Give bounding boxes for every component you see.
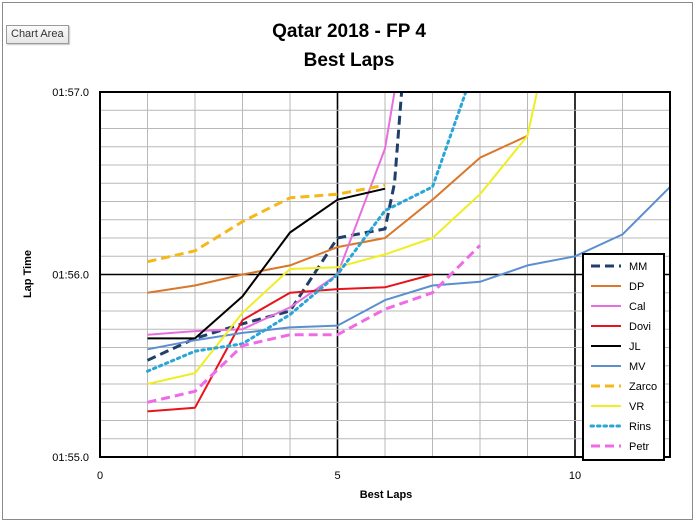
legend-label-vr: VR [629,401,644,413]
y-axis-title: Lap Time [22,250,34,298]
series-line-dp [147,134,528,294]
legend-label-mm: MM [629,261,647,273]
legend-label-rins: Rins [629,421,652,433]
series-line-rins [146,92,468,373]
chart-title: Qatar 2018 - FP 4 [272,21,426,42]
series-line-petr [147,244,482,404]
x-tick-label: 0 [97,470,103,482]
legend-label-zarco: Zarco [629,381,657,393]
series-line-zarco [147,183,386,264]
series-line-mm [146,92,404,362]
legend: MM DP Cal Dovi JL MV Zarco VR Rins Petr [582,253,665,461]
legend-label-dovi: Dovi [629,321,651,333]
series-line-dovi [147,273,433,413]
plot-area-border [99,91,671,458]
y-tick-label: 01:55.0 [52,452,89,464]
chart-area-tooltip: Chart Area [6,25,69,44]
series-line-jl [147,187,386,340]
legend-box [582,253,665,461]
series-line-cal [147,92,396,336]
series-line-vr [147,92,538,385]
x-axis-title: Best Laps [360,489,413,501]
tick-labels: 0 5 10 01:55.0 01:56.0 01:57.0 [52,87,581,482]
chart-subtitle: Best Laps [304,50,395,71]
legend-label-petr: Petr [629,441,650,453]
y-tick-label: 01:57.0 [52,87,89,99]
legend-label-jl: JL [629,341,641,353]
x-tick-label: 5 [334,470,340,482]
legend-label-cal: Cal [629,301,646,313]
series-lines [146,92,670,413]
series-line-mv [147,186,670,351]
x-tick-label: 10 [569,470,581,482]
legend-label-mv: MV [629,361,646,373]
y-tick-label: 01:56.0 [52,270,89,282]
legend-label-dp: DP [629,281,644,293]
